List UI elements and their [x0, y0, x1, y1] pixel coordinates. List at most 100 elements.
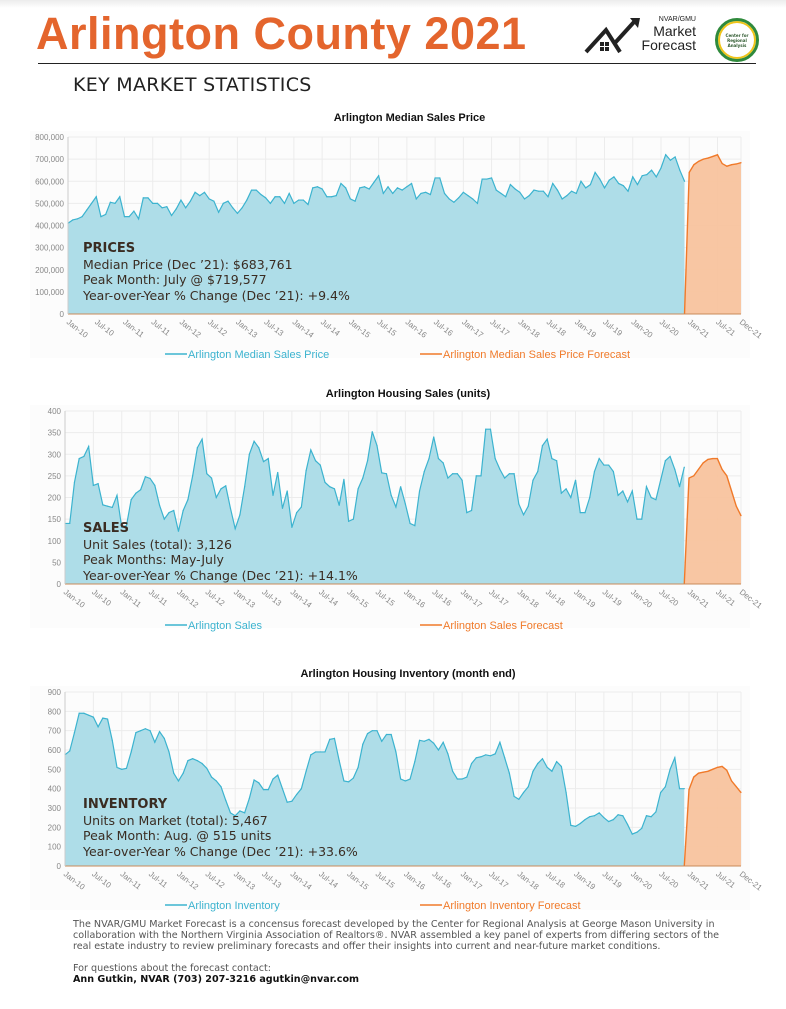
- chart-title: Arlington Housing Inventory (month end): [300, 668, 515, 680]
- forecast-point: [730, 490, 733, 492]
- stats-heading: PRICES: [83, 241, 136, 256]
- y-tick-label: 250: [48, 472, 62, 481]
- history-point: [489, 755, 492, 757]
- history-point: [556, 761, 558, 763]
- history-line: [65, 428, 685, 532]
- history-point: [580, 180, 582, 182]
- history-point: [626, 823, 629, 826]
- y-tick-label: 300: [48, 804, 62, 813]
- forecast-area: [684, 766, 741, 866]
- history-point: [348, 520, 350, 522]
- history-point: [528, 195, 530, 197]
- history-point: [538, 190, 540, 192]
- history-point: [362, 477, 364, 479]
- forecast-point: [712, 457, 714, 460]
- history-point: [92, 716, 94, 718]
- history-point: [281, 788, 284, 790]
- history-point: [519, 191, 521, 193]
- history-point: [329, 486, 331, 488]
- history-point: [641, 827, 643, 829]
- history-point: [140, 730, 142, 732]
- forecast-point: [688, 171, 690, 173]
- history-point: [495, 189, 497, 191]
- y-tick-label: 600,000: [35, 177, 64, 186]
- history-point: [660, 167, 662, 169]
- forecast-point: [702, 158, 704, 160]
- history-point: [324, 481, 326, 483]
- top-bar: [0, 0, 786, 8]
- history-point: [376, 730, 378, 732]
- history-point: [81, 216, 83, 218]
- history-point: [523, 198, 526, 200]
- history-point: [135, 492, 137, 494]
- history-point: [260, 193, 262, 196]
- history-point: [185, 207, 187, 209]
- history-point: [481, 178, 483, 180]
- history-point: [390, 494, 392, 496]
- history-point: [678, 486, 681, 488]
- history-point: [533, 189, 535, 191]
- history-point: [499, 468, 501, 470]
- history-point: [338, 504, 340, 506]
- history-point: [425, 191, 427, 193]
- house-chart-icon: [584, 18, 640, 54]
- history-point: [423, 740, 425, 742]
- history-point: [466, 776, 468, 778]
- history-point: [404, 503, 406, 505]
- history-point: [258, 447, 260, 449]
- history-point: [617, 494, 619, 496]
- history-point: [612, 819, 614, 821]
- forecast-point: [688, 477, 690, 479]
- history-point: [234, 815, 236, 817]
- history-point: [622, 185, 624, 187]
- forecast-point: [698, 160, 700, 162]
- history-point: [158, 504, 161, 506]
- history-point: [522, 791, 525, 794]
- history-point: [362, 743, 364, 745]
- history-line: [67, 153, 686, 224]
- history-point: [655, 499, 657, 501]
- history-point: [541, 445, 544, 447]
- y-tick-label: 500: [48, 765, 62, 774]
- history-point: [626, 501, 629, 503]
- history-point: [78, 457, 80, 460]
- history-point: [73, 481, 76, 483]
- history-point: [277, 471, 279, 474]
- history-point: [192, 475, 194, 477]
- inventory-stats: INVENTORY Units on Market (total): 5,467…: [83, 797, 358, 859]
- history-point: [452, 473, 454, 475]
- history-point: [363, 186, 366, 188]
- history-point: [225, 485, 227, 487]
- history-point: [125, 767, 128, 769]
- history-point: [546, 766, 548, 768]
- history-point: [106, 718, 109, 720]
- history-point: [182, 509, 184, 512]
- sales-stats: SALES Unit Sales (total): 3,126 Peak Mon…: [83, 521, 358, 583]
- stats-line: Peak Months: May-July: [83, 552, 224, 567]
- logo-text-main: Market Forecast: [641, 23, 696, 53]
- history-point: [414, 761, 416, 763]
- history-point: [679, 169, 681, 171]
- history-point: [310, 754, 312, 756]
- history-point: [305, 470, 307, 472]
- history-point: [448, 198, 450, 200]
- history-point: [504, 757, 506, 759]
- history-point: [206, 473, 208, 475]
- history-point: [472, 198, 474, 200]
- history-point: [494, 457, 496, 460]
- forecast-point: [726, 769, 728, 771]
- history-point: [494, 753, 496, 755]
- history-point: [262, 461, 265, 463]
- forecast-point: [735, 505, 737, 507]
- history-point: [76, 218, 79, 220]
- history-point: [447, 753, 449, 755]
- history-point: [485, 754, 487, 756]
- history-point: [599, 178, 601, 180]
- history-point: [114, 202, 116, 204]
- history-point: [453, 201, 455, 203]
- history-point: [161, 207, 163, 209]
- history-point: [589, 496, 591, 499]
- history-point: [645, 486, 648, 488]
- history-point: [532, 479, 534, 481]
- history-point: [213, 200, 215, 202]
